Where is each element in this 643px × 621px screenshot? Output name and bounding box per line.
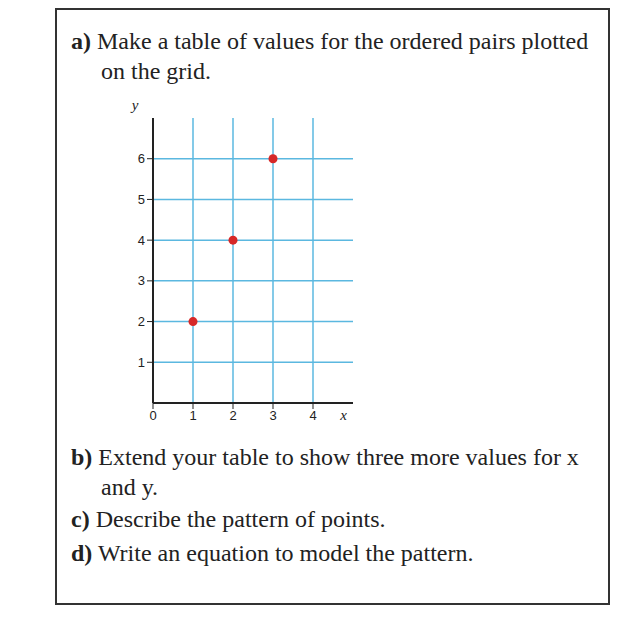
svg-text:y: y — [130, 97, 139, 113]
svg-text:5: 5 — [138, 192, 145, 207]
svg-text:3: 3 — [269, 408, 276, 423]
html-text:a) Make a table of values for: a) Make a table of values for the ordere… — [71, 28, 589, 84]
svg-text:1: 1 — [189, 408, 196, 423]
svg-text:2: 2 — [138, 314, 145, 329]
svg-text:3: 3 — [138, 273, 145, 288]
svg-text:0: 0 — [149, 408, 156, 423]
svg-text:6: 6 — [138, 151, 145, 166]
svg-text:1: 1 — [138, 355, 145, 370]
html-text:d) Write an equation to model: d) Write an equation to model the patter… — [71, 540, 474, 566]
svg-text:4: 4 — [309, 408, 316, 423]
html-text:c) Describe the pattern of poi: c) Describe the pattern of points. — [71, 506, 386, 532]
svg-text:2: 2 — [229, 408, 236, 423]
svg-text:4: 4 — [138, 233, 145, 248]
svg-text:x: x — [339, 407, 347, 423]
html-text:b) Extend your table to show t: b) Extend your table to show three more … — [71, 444, 579, 500]
